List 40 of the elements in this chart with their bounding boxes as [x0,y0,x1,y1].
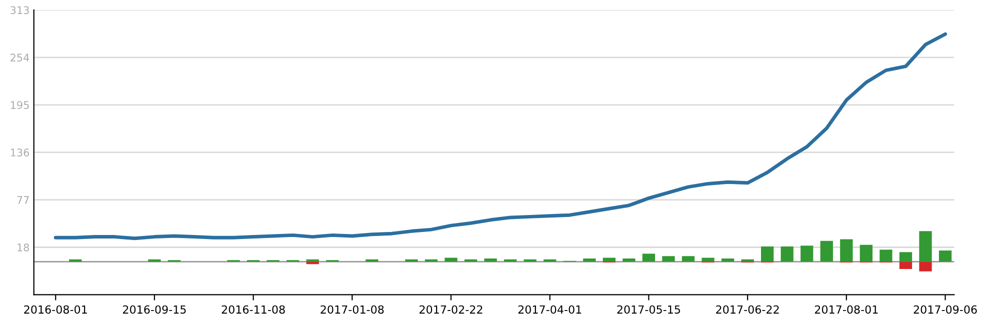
x-tick-label: 2017-08-01 [814,305,878,314]
bar [622,258,636,262]
y-tick-label: 77 [17,196,29,204]
x-tick-label: 2017-01-08 [320,305,384,314]
x-tick-label: 2017-09-06 [914,305,977,314]
x-tick-label: 2016-08-01 [24,305,87,314]
line-series [54,32,948,240]
bar [662,256,675,262]
x-tick-label: 2016-09-15 [122,305,186,314]
y-tick-label: 18 [18,243,29,252]
bar [444,258,458,262]
bar [721,258,734,262]
bar [306,262,319,264]
bar [484,258,497,262]
bar [899,262,912,269]
y-tick-label: 254 [10,54,30,62]
bar [682,256,695,262]
x-tick-label: 2017-04-01 [518,305,582,314]
x-tick-label: 2017-05-15 [617,305,680,314]
bar [780,246,794,262]
bar [820,240,833,262]
bar [602,258,616,262]
bar [840,239,853,262]
x-tick-label: 2017-02-22 [420,305,482,314]
y-tick-label: 195 [10,101,29,109]
bar [761,246,774,262]
x-tick-label: 2017-06-22 [716,305,779,314]
bar [642,254,656,262]
bar [880,250,892,262]
bar [919,262,932,272]
y-tick-label: 136 [10,148,30,156]
bar [919,231,932,262]
bar [860,244,873,262]
bar [702,258,714,262]
bar [800,246,814,262]
bar [899,252,912,262]
x-tick-label: 2016-11-08 [222,305,285,314]
y-tick-label: 313 [10,6,29,14]
bar [938,250,952,262]
bar [583,258,596,262]
